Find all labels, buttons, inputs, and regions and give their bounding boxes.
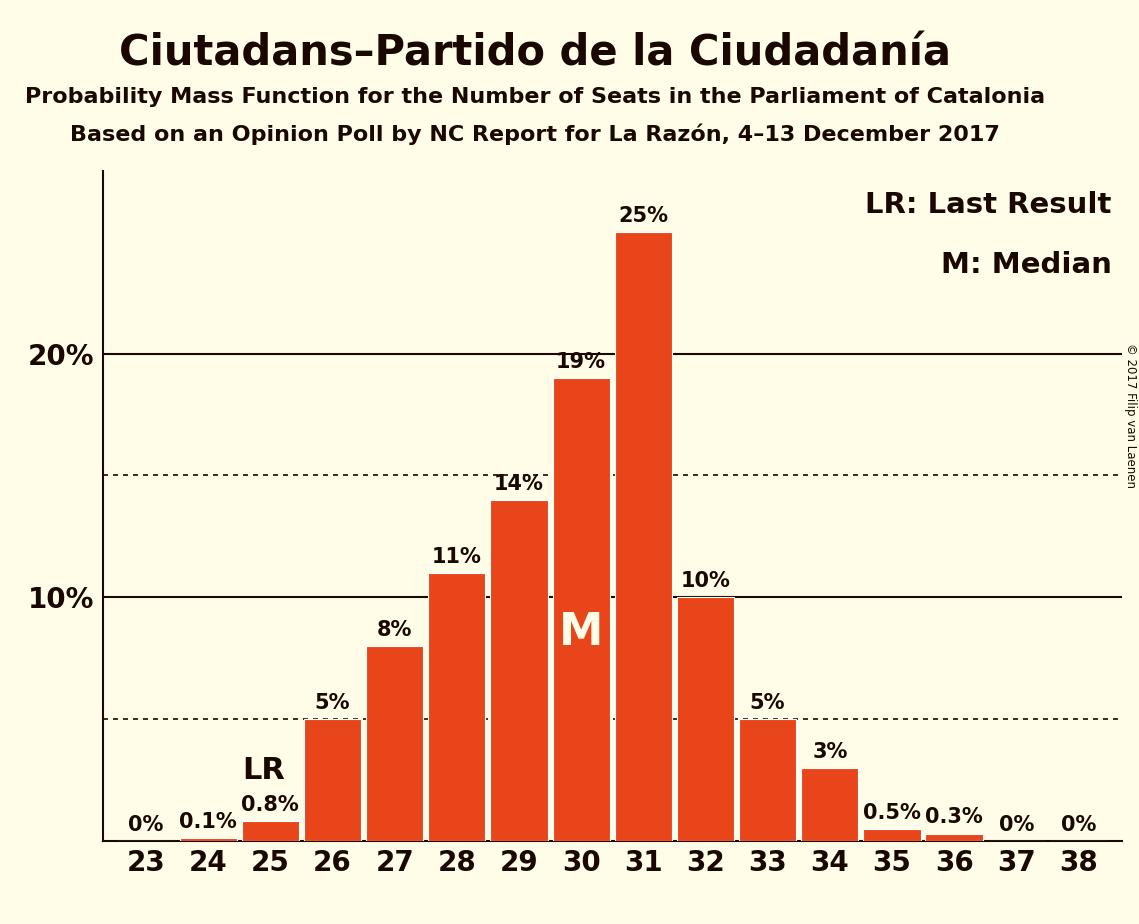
Text: 0%: 0% xyxy=(999,815,1034,834)
Text: 3%: 3% xyxy=(812,742,847,761)
Text: 11%: 11% xyxy=(432,547,482,566)
Bar xyxy=(739,719,796,841)
Text: 5%: 5% xyxy=(314,693,351,713)
Text: 10%: 10% xyxy=(680,571,730,591)
Text: 0%: 0% xyxy=(129,815,164,834)
Text: 14%: 14% xyxy=(494,474,544,493)
Text: Ciutadans–Partido de la Ciudadanía: Ciutadans–Partido de la Ciudadanía xyxy=(120,32,951,74)
Text: LR: LR xyxy=(243,756,286,784)
Text: 19%: 19% xyxy=(556,352,606,372)
Bar xyxy=(491,500,548,841)
Bar xyxy=(677,597,734,841)
Bar xyxy=(615,232,672,841)
Text: 0.5%: 0.5% xyxy=(863,803,920,822)
Text: 0.3%: 0.3% xyxy=(925,808,983,828)
Text: 25%: 25% xyxy=(618,206,669,225)
Bar xyxy=(180,838,237,841)
Bar xyxy=(801,768,859,841)
Bar xyxy=(428,573,485,841)
Bar xyxy=(304,719,361,841)
Text: Based on an Opinion Poll by NC Report for La Razón, 4–13 December 2017: Based on an Opinion Poll by NC Report fo… xyxy=(71,124,1000,145)
Text: 0%: 0% xyxy=(1060,815,1096,834)
Bar xyxy=(863,829,920,841)
Bar xyxy=(926,833,983,841)
Text: 0.8%: 0.8% xyxy=(241,796,300,815)
Text: 5%: 5% xyxy=(749,693,786,713)
Text: Probability Mass Function for the Number of Seats in the Parliament of Catalonia: Probability Mass Function for the Number… xyxy=(25,87,1046,107)
Bar xyxy=(366,646,424,841)
Text: © 2017 Filip van Laenen: © 2017 Filip van Laenen xyxy=(1124,344,1137,488)
Bar xyxy=(552,378,609,841)
Text: 0.1%: 0.1% xyxy=(179,812,237,833)
Text: M: M xyxy=(559,611,604,654)
Text: M: Median: M: Median xyxy=(941,251,1112,279)
Text: LR: Last Result: LR: Last Result xyxy=(866,191,1112,219)
Bar xyxy=(241,821,298,841)
Text: 8%: 8% xyxy=(377,620,412,639)
